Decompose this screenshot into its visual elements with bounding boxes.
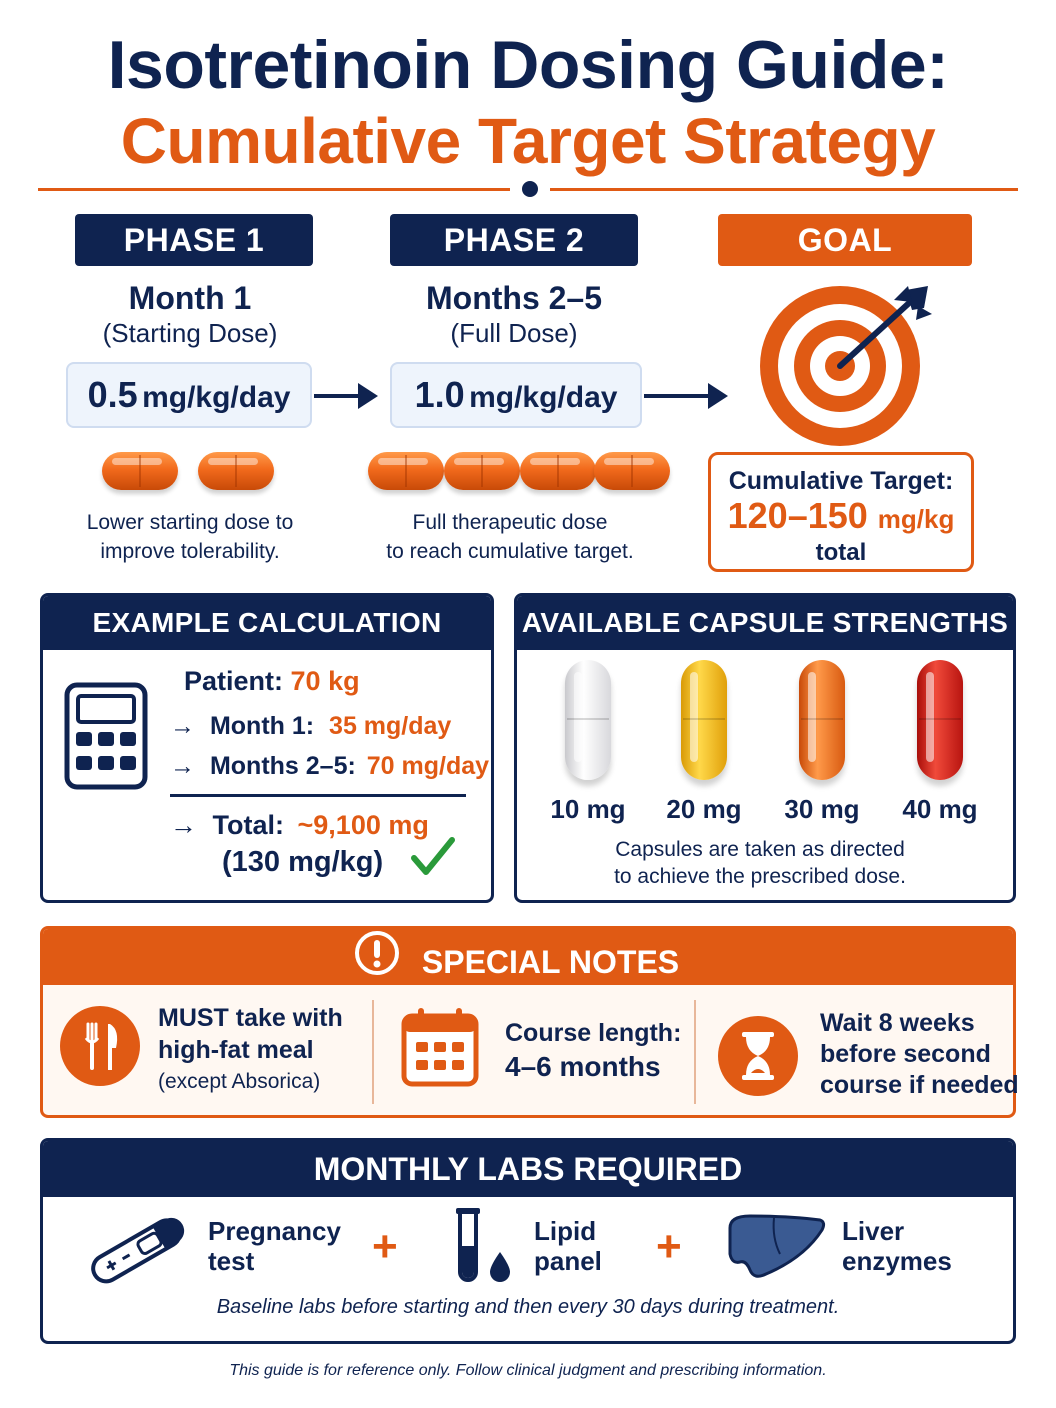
hourglass-icon [718,1016,798,1096]
test-tube-icon [456,1208,510,1282]
phase2-subtitle: (Full Dose) [450,318,578,348]
arrow-phase2-to-goal [644,394,712,398]
phase1-caption: Lower starting dose to improve tolerabil… [86,511,294,563]
phase2-dose-box: 1.0 mg/kg/day [390,362,642,428]
footer-disclaimer: This guide is for reference only. Follow… [229,1362,827,1379]
utensils-icon [60,1006,140,1086]
notes-divider [694,1000,696,1104]
title-divider-right [550,188,1018,191]
capsule-40mg-icon [917,660,963,780]
capsule-icon [594,452,670,490]
cumulative-target-box: Cumulative Target: 120–150 mg/kg total [708,452,974,572]
labs-header: MONTHLY LABS REQUIRED [43,1141,1013,1197]
example-header: EXAMPLE CALCULATION [43,596,491,650]
total-per-kg: (130 mg/kg) [222,846,384,878]
patient-weight: 70 kg [290,666,360,696]
month1-line: → Month 1: 35 mg/day [170,712,452,740]
capsule-20mg-icon [681,660,727,780]
capsule-30mg-icon [799,660,845,780]
calc-divider [170,794,466,797]
special-notes-header: SPECIAL NOTES [43,929,1013,985]
capsule-10mg-icon [565,660,611,780]
arrow-head-icon [358,383,378,409]
phase1-subtitle: (Starting Dose) [102,318,278,348]
capsule-icon [102,452,178,490]
page-title: Isotretinoin Dosing Guide: [107,27,949,103]
phase2-dose-unit: mg/kg/day [469,381,618,414]
capsule-20mg-label: 20 mg [666,794,742,824]
divider-dot [522,181,538,197]
phase2-title: Months 2–5 [425,280,603,316]
capsules-note: Capsules are taken as directed to achiev… [614,838,906,888]
plus-icon: + [656,1222,682,1271]
pregnancy-test-icon [91,1217,185,1284]
phase2-dose-value: 1.0 [414,374,465,415]
title-divider-left [38,188,510,191]
capsule-icon [368,452,444,490]
phase1-header: PHASE 1 [75,214,313,266]
months25-dose: 70 mg/day [366,752,490,780]
target-icon [760,286,932,446]
special-notes-panel: SPECIAL NOTES [40,926,1016,1118]
phase1-title: Month 1 [128,280,252,316]
arrow-head-icon [708,383,728,409]
wait-note: Wait 8 weeks before second course if nee… [820,1009,1019,1099]
phase2-header: PHASE 2 [390,214,638,266]
pregnancy-test-label: Pregnancy test [208,1216,341,1276]
months25-line: → Months 2–5: 70 mg/day [170,752,490,780]
target-label: Cumulative Target: [728,467,954,495]
capsule-icon [198,452,274,490]
capsules-header: AVAILABLE CAPSULE STRENGTHS [517,596,1013,650]
capsule-30mg-label: 30 mg [784,794,860,824]
patient-line: Patient: 70 kg [184,666,360,696]
labs-note: Baseline labs before starting and then e… [216,1296,840,1318]
capsule-icon [444,452,520,490]
liver-icon [728,1214,826,1278]
monthly-labs-panel: MONTHLY LABS REQUIRED [40,1138,1016,1344]
liver-enzymes-label: Liver enzymes [842,1216,952,1276]
phase1-dose-unit: mg/kg/day [142,381,291,414]
total-dose: ~9,100 mg [297,810,429,840]
meal-note: MUST take with high-fat meal (except Abs… [158,1004,343,1093]
goal-header: GOAL [718,214,972,266]
total-line: → Total: ~9,100 mg [170,810,429,840]
course-note: Course length: 4–6 months [505,1019,682,1082]
target-value-line: 120–150 mg/kg [711,496,971,539]
phase2-caption: Full therapeutic dose to reach cumulativ… [386,511,634,563]
checkmark-icon [411,837,455,875]
calendar-icon [401,1008,479,1087]
capsule-icon [520,452,596,490]
phase1-dose-box: 0.5 mg/kg/day [66,362,312,428]
page-subtitle: Cumulative Target Strategy [120,105,936,177]
plus-icon: + [372,1222,398,1271]
target-suffix: total [815,539,867,566]
capsule-40mg-label: 40 mg [902,794,978,824]
arrow-phase1-to-phase2 [314,394,362,398]
target-unit: mg/kg [877,504,955,534]
phase1-dose-value: 0.5 [87,374,138,415]
lipid-panel-label: Lipid panel [534,1216,602,1276]
notes-divider [372,1000,374,1104]
alert-icon [353,929,401,994]
capsule-10mg-label: 10 mg [550,794,626,824]
month1-dose: 35 mg/day [329,712,452,740]
calculator-icon [64,682,148,790]
example-calculation-panel: EXAMPLE CALCULATION [40,593,494,903]
target-value: 120–150 [727,495,868,536]
